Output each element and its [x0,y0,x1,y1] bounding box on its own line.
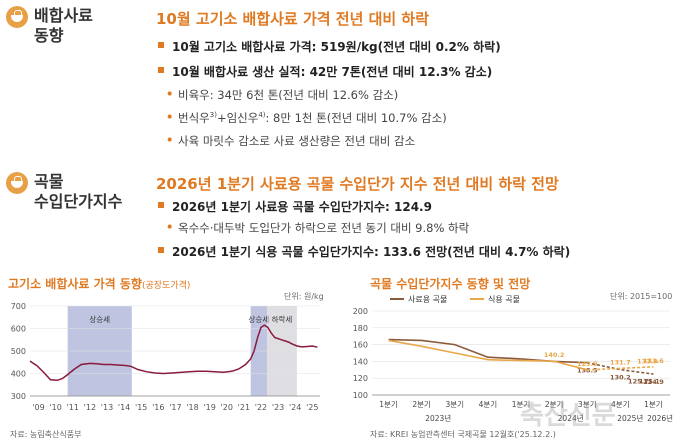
x-tick-label-1: 2분기 [412,400,431,409]
series-1-data-label-5: 140.2 [544,351,565,359]
series-0-data-label-7: 130.2 [610,374,631,382]
x-tick-label-2: '11 [67,403,79,412]
section1-headline: 10월 고기소 배합사료 가격 전년 대비 하락 [156,10,430,28]
y-tick-label-5: 200 [353,307,368,316]
right-chart-title: 곡물 수입단가지수 동향 및 전망 [370,277,531,291]
x-tick-label-16: '25 [306,403,318,412]
series-0-extra-label-0: 125.7 [628,378,649,386]
year-label-1: 2024년 [558,413,584,423]
x-tick-label-12: '21 [238,403,250,412]
legend-label-1: 식용 곡물 [488,295,520,304]
series-0-forecast-line [587,361,654,375]
y-tick-label-1: 120 [353,374,368,383]
x-tick-label-13: '22 [255,403,267,412]
corn-soybean-sub-bullet: 옥수수·대두박 도입단가 하락으로 전년 동기 대비 9.8% 하락 [164,220,469,236]
y-tick-label-4: 700 [11,302,26,311]
shaded-region-label-0: 상승세 [89,314,110,324]
left-chart-source: 자료: 농림축산식품부 [10,430,82,439]
year-label-3: 2026년 [647,413,673,423]
x-tick-label-5: 2분기 [545,400,564,409]
y-tick-label-4: 180 [353,324,368,333]
section1-title: 배합사료 동향 [34,6,93,45]
x-tick-label-8: 1분기 [644,400,663,409]
section2-title: 곡물 수입단가지수 [34,172,123,211]
x-tick-label-3: 4분기 [479,400,498,409]
series-1-data-label-6: 129.9 [577,360,598,368]
y-tick-label-3: 600 [11,325,26,334]
series-0-data-label-8: 124.9 [643,378,664,386]
x-tick-label-10: '19 [203,403,215,412]
y-tick-label-1: 400 [11,370,26,379]
feed-price-bullet: 10월 고기소 배합사료 가격: 519원/kg(전년 대비 0.2% 하락) [158,38,501,55]
section2-headline: 2026년 1분기 사료용 곡물 수입단가 지수 전년 대비 하락 전망 [156,175,559,193]
x-tick-label-3: '12 [84,403,96,412]
year-label-2: 2025년 [617,413,643,423]
x-tick-label-9: '18 [186,403,198,412]
x-tick-label-6: 3분기 [578,400,597,409]
feed-grain-index-bullet: 2026년 1분기 사료용 곡물 수입단가지수: 124.9 [158,198,432,215]
feed-production-bullet: 10월 배합사료 생산 실적: 42만 7톤(전년 대비 12.3% 감소) [158,63,492,80]
left-chart-unit: 단위: 원/kg [284,292,324,301]
beef-cattle-sub-bullet: 비육우: 34만 6천 톤(전년 대비 12.6% 감소) [164,87,398,103]
x-tick-label-15: '24 [289,403,301,412]
x-tick-label-1: '10 [49,403,61,412]
x-tick-label-2: 3분기 [445,400,464,409]
left-chart-title: 고기소 배합사료 가격 동향(공장도가격) [8,277,191,291]
feed-icon [6,6,28,28]
series-1-data-label-7: 131.7 [610,358,631,366]
y-tick-label-0: 100 [353,391,368,400]
x-tick-label-11: '20 [221,403,233,412]
y-tick-label-2: 500 [11,347,26,356]
x-tick-label-6: '15 [135,403,147,412]
food-grain-index-bullet: 2026년 1분기 식용 곡물 수입단가지수: 133.6 전망(전년 대비 4… [158,243,570,260]
x-tick-label-0: '09 [32,403,44,412]
series-1-line [388,339,588,371]
watermark: 축산신문 [520,401,616,431]
right-chart-unit: 단위: 2015=100 [610,292,673,301]
x-tick-label-14: '23 [272,403,284,412]
year-label-0: 2023년 [425,413,451,423]
right-chart-source: 자료: KREI 농업관측센터 국제곡물 12월호('25.12.2.) [370,430,556,439]
series-1-extra-label-0: 133.0 [637,357,658,365]
series-1-forecast-line [587,366,654,371]
y-tick-label-3: 160 [353,341,368,350]
x-tick-label-5: '14 [118,403,130,412]
grain-icon [6,172,28,194]
x-tick-label-7: 4분기 [611,400,630,409]
x-tick-label-8: '17 [169,403,181,412]
x-tick-label-4: 1분기 [512,400,531,409]
series-0-extra-label-1: 125.1 [639,378,660,386]
legend-label-0: 사료용 곡물 [408,295,447,304]
breeding-cattle-sub-bullet: 번식우3)+임신우4): 8만 1천 톤(전년 대비 10.7% 감소) [164,110,447,126]
shaded-region-label-1: 상승세 [248,314,269,324]
x-tick-label-0: 1분기 [379,400,398,409]
y-tick-label-0: 300 [11,392,26,401]
series-1-data-label-8: 133.6 [643,357,664,365]
feed-price-line [29,324,318,382]
x-tick-label-4: '13 [101,403,113,412]
herd-reduction-sub-bullet: 사육 마릿수 감소로 사료 생산량은 전년 대비 감소 [164,133,415,149]
shaded-region-label-2: 하락세 [272,314,293,324]
x-tick-label-7: '16 [152,403,164,412]
y-tick-label-2: 140 [353,357,368,366]
grain-index-chart: 100 120 140 160 180 200 1분기 2분기 3분기 4분기 1분기 2분기 3분기 4… [353,295,673,423]
